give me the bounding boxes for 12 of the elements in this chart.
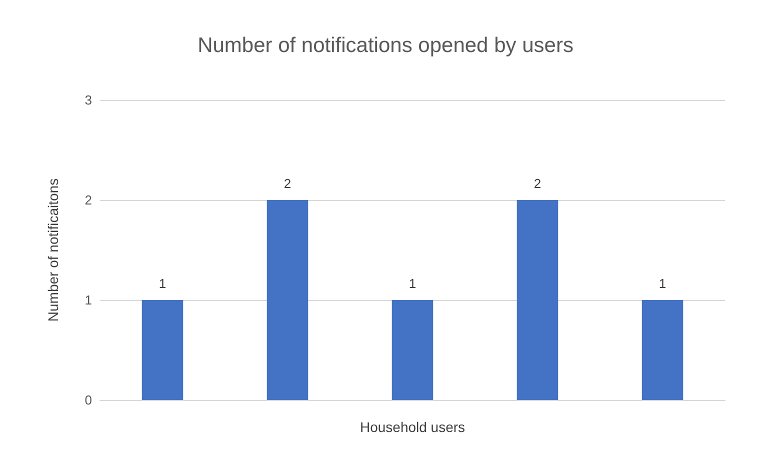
data-label: 2: [284, 176, 292, 191]
data-label: 1: [158, 276, 166, 291]
y-tick-label: 3: [84, 92, 92, 108]
data-label: 2: [534, 176, 542, 191]
x-axis-title: Household users: [360, 419, 466, 435]
data-label: 1: [408, 276, 416, 291]
y-tick-label: 1: [84, 292, 92, 308]
chart-title: Number of notifications opened by users: [198, 34, 574, 57]
y-tick-label: 0: [84, 392, 92, 408]
y-axis-title: Number of notificaitons: [45, 178, 61, 322]
data-label: 1: [658, 276, 666, 291]
y-tick-label: 2: [84, 192, 92, 208]
